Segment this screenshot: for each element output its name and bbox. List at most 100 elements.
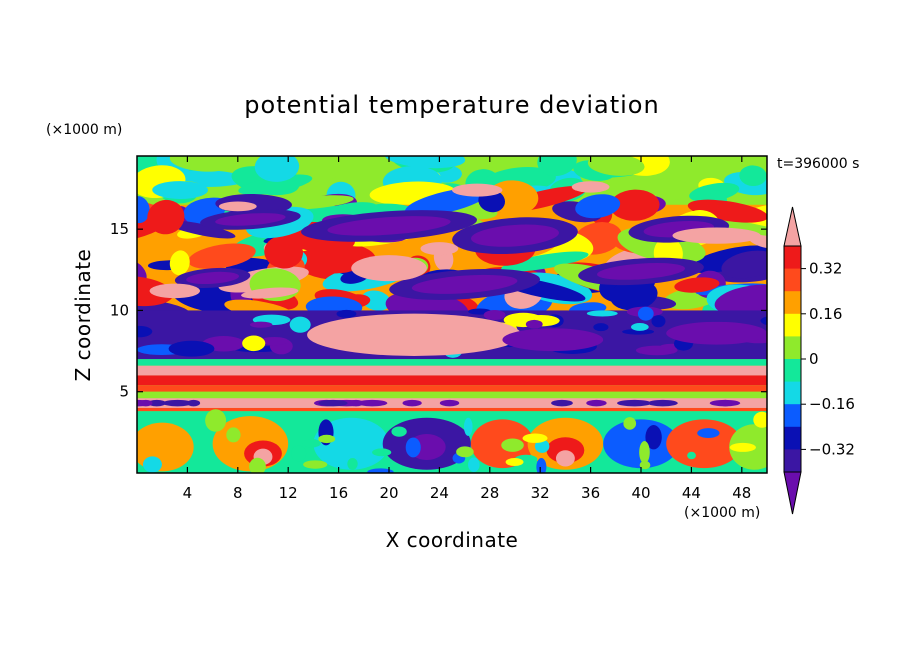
contour-blob	[169, 250, 190, 276]
contour-blob	[347, 457, 358, 470]
contour-blob	[739, 165, 767, 187]
contour-blob	[307, 313, 522, 356]
contour-blob	[139, 399, 153, 407]
contour-blob	[586, 399, 607, 407]
contour-blob	[241, 287, 299, 299]
contour-blob	[536, 458, 547, 473]
contour-blob	[411, 274, 518, 294]
contour-blob	[644, 178, 692, 200]
x-tick-label: 44	[682, 484, 701, 502]
contour-blob	[501, 251, 589, 272]
x-tick-label: 16	[329, 484, 348, 502]
x-tick-label: 8	[233, 484, 243, 502]
contour-blob	[483, 309, 506, 321]
x-tick-label: 20	[379, 484, 398, 502]
contour-blob	[303, 460, 328, 469]
contour-blob	[238, 174, 313, 195]
x-unit-label: (×1000 m)	[684, 505, 760, 521]
contour-band	[137, 385, 767, 392]
contour-blob	[402, 399, 422, 407]
x-axis-label: X coordinate	[386, 528, 519, 552]
contour-blob	[186, 399, 201, 407]
contour-band	[137, 375, 767, 386]
colorbar-swatch	[784, 404, 801, 428]
contour-blob	[152, 181, 208, 199]
y-tick-label: 5	[119, 383, 129, 401]
contour-blob	[501, 438, 524, 452]
contour-blob	[637, 306, 654, 321]
contour-blob	[242, 335, 266, 352]
contour-blob	[593, 323, 609, 332]
y-tick-label: 15	[110, 220, 129, 238]
plot-frame	[136, 155, 768, 474]
contour-blob	[622, 328, 655, 335]
x-tick-label: 40	[631, 484, 650, 502]
contour-blob	[357, 399, 388, 407]
contour-blob	[537, 156, 577, 177]
contour-blob	[372, 448, 392, 457]
contour-blob	[586, 310, 618, 317]
contour-blob	[142, 456, 162, 473]
chart-title: potential temperature deviation	[244, 91, 659, 119]
contour-blob	[587, 156, 645, 176]
contour-blob	[168, 340, 215, 357]
contour-blob	[617, 399, 652, 407]
colorbar-swatch	[784, 359, 801, 383]
contour-blob	[639, 460, 651, 470]
contour-blob	[672, 227, 761, 244]
colorbar-swatch	[784, 268, 801, 292]
contour-blob	[147, 199, 185, 235]
contour-blob	[666, 321, 767, 345]
colorbar-tick-label: −0.32	[809, 440, 855, 458]
contour-blob	[639, 440, 650, 464]
contour-band	[137, 359, 767, 366]
colorbar: 0.32 0.16 0 −0.16 −0.32	[783, 206, 855, 515]
contour-blob	[384, 156, 466, 169]
contour-blob	[137, 196, 150, 224]
plot-area	[137, 156, 767, 473]
colorbar-swatch	[784, 381, 801, 405]
contour-band	[137, 391, 767, 399]
contour-blob	[760, 316, 767, 326]
contour-blob	[525, 319, 543, 329]
contour-blob	[420, 242, 459, 256]
contour-blob	[551, 399, 573, 407]
contour-blob	[597, 263, 685, 280]
contour-blob	[218, 201, 257, 212]
contour-band	[137, 407, 767, 412]
colorbar-extend-low	[783, 471, 802, 515]
contour-blob	[666, 419, 742, 469]
colorbar-tick-label: −0.16	[809, 395, 855, 413]
contour-blob	[555, 450, 575, 467]
contour-blob	[505, 458, 524, 467]
contour-blob	[291, 445, 307, 462]
contour-blob	[522, 433, 548, 443]
contour-blob	[463, 417, 473, 436]
contour-blob	[249, 457, 266, 473]
contour-blob	[351, 255, 427, 282]
contour-blob	[729, 442, 756, 452]
y-axis-label: Z coordinate	[71, 249, 95, 382]
contour-blob	[502, 328, 604, 352]
x-tick-label: 28	[480, 484, 499, 502]
contour-blob	[264, 235, 303, 269]
contour-blob	[391, 426, 407, 437]
colorbar-tick-label: 0.32	[809, 260, 842, 278]
colorbar-swatch	[784, 449, 801, 473]
contour-blob	[439, 399, 460, 407]
contour-blob	[166, 220, 236, 239]
contour-band	[137, 365, 767, 376]
contour-blob	[289, 316, 311, 333]
contour-blob	[623, 417, 637, 430]
contour-blob	[721, 250, 767, 279]
contour-blob	[188, 243, 256, 269]
contour-blob	[302, 438, 321, 448]
colorbar-swatch	[784, 291, 801, 315]
contour-blob	[318, 434, 336, 444]
contour-blob	[405, 437, 421, 458]
contour-blob	[631, 323, 649, 331]
contour-blob	[753, 411, 767, 428]
colorbar-swatch	[784, 313, 801, 337]
contour-blob	[137, 275, 174, 307]
